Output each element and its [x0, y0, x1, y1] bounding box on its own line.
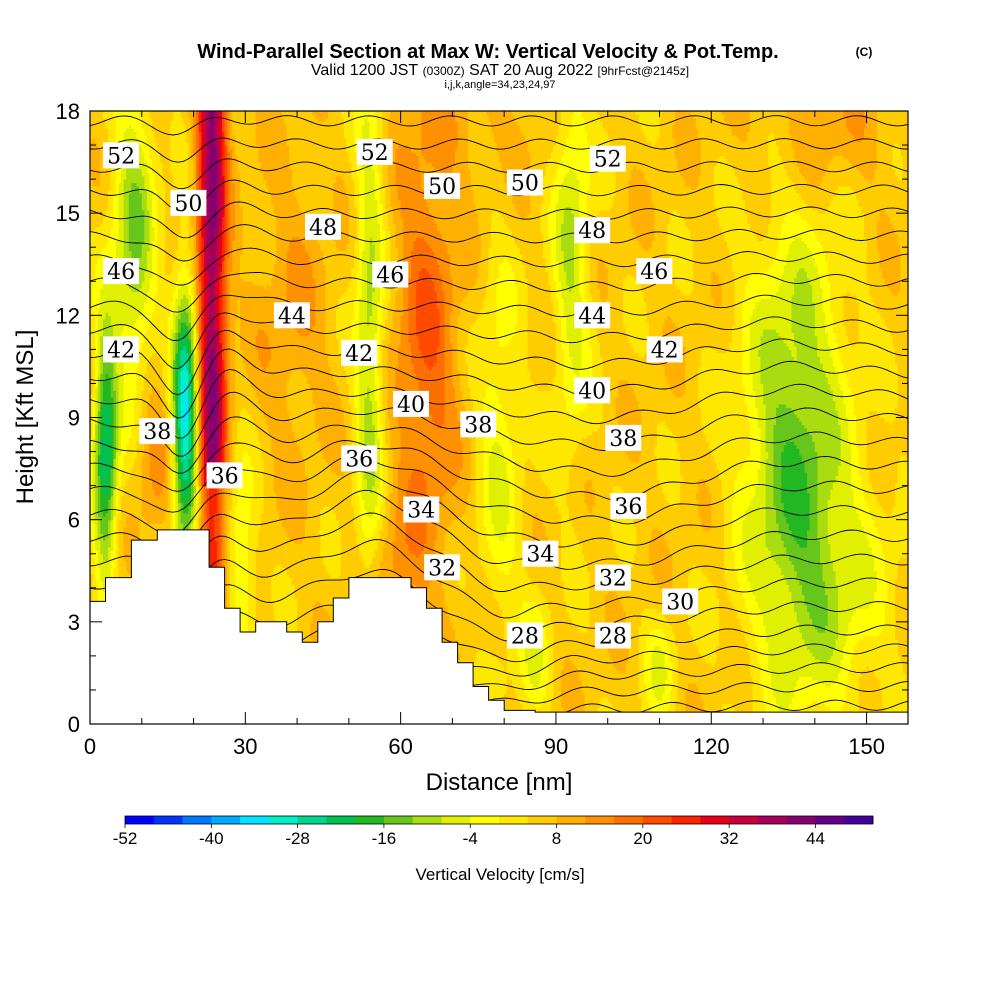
chart-subtitle: Valid 1200 JST (0300Z) SAT 20 Aug 2022 [… [311, 62, 689, 79]
subtitle-zulu: (0300Z) [423, 64, 465, 78]
cross-section-figure: Wind-Parallel Section at Max W: Vertical… [0, 0, 1000, 1000]
subtitle-date: SAT 20 Aug 2022 [469, 62, 593, 79]
subtitle-forecast: [9hrFcst@2145z] [598, 64, 690, 78]
copyright-mark: (C) [856, 45, 873, 59]
grid-indices: i,j,k,angle=34,23,24,97 [444, 79, 555, 91]
subtitle-valid: Valid 1200 JST [311, 62, 419, 79]
chart-title: Wind-Parallel Section at Max W: Vertical… [197, 41, 778, 63]
